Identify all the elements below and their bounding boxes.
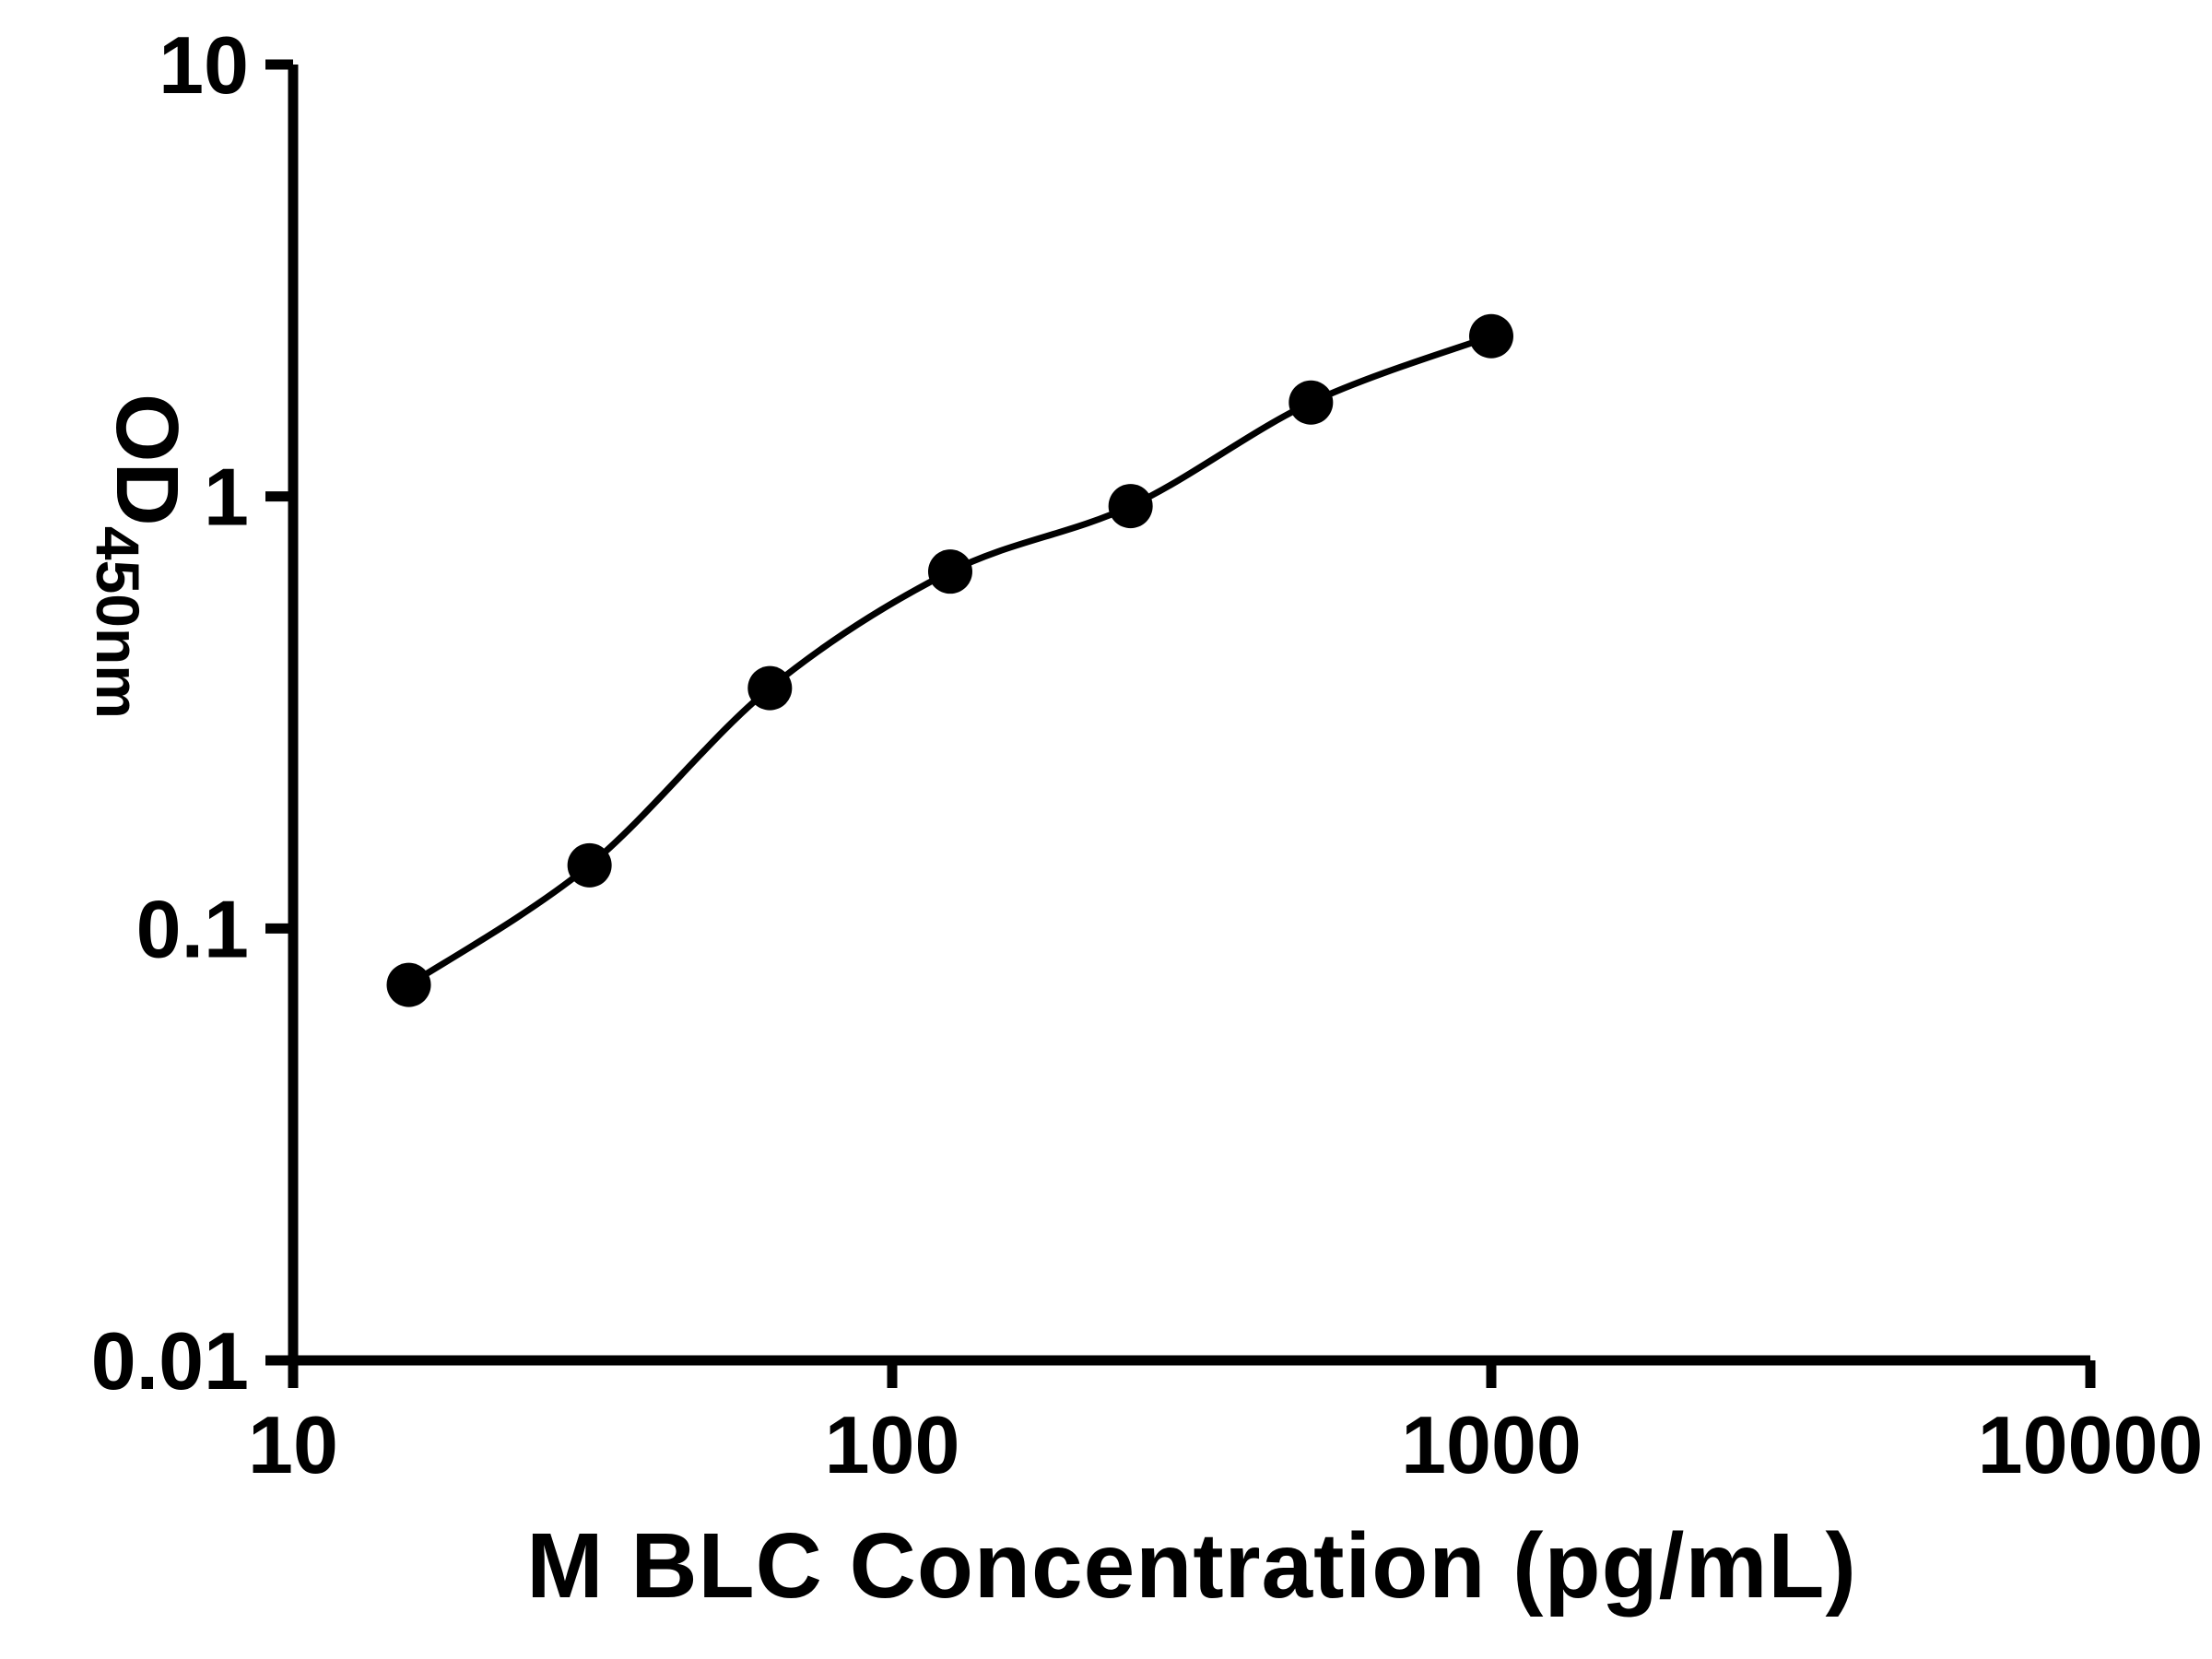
y-axis-title-inner: OD450nm — [83, 394, 197, 719]
y-tick-label: 0.1 — [136, 883, 249, 974]
data-point — [1469, 313, 1513, 359]
fit-curve — [406, 333, 1493, 988]
data-point — [567, 842, 612, 888]
data-point — [747, 665, 793, 711]
x-tick-label: 10000 — [1978, 1399, 2204, 1490]
x-tick-label: 1000 — [1401, 1399, 1582, 1490]
data-point — [1288, 380, 1334, 425]
data-point — [386, 962, 431, 1007]
y-tick-label: 1 — [204, 452, 249, 543]
y-tick-label: 0.01 — [91, 1315, 249, 1406]
x-axis-title: M BLC Concentration (pg/mL) — [526, 1514, 1857, 1618]
y-axis-title-subscript: 450nm — [84, 525, 152, 719]
data-point — [927, 549, 972, 594]
y-tick-label: 10 — [159, 19, 249, 111]
x-tick-label: 10 — [248, 1399, 338, 1490]
data-point — [1108, 484, 1153, 529]
y-axis-title-text: OD — [98, 393, 196, 526]
x-tick-label: 100 — [825, 1399, 960, 1490]
